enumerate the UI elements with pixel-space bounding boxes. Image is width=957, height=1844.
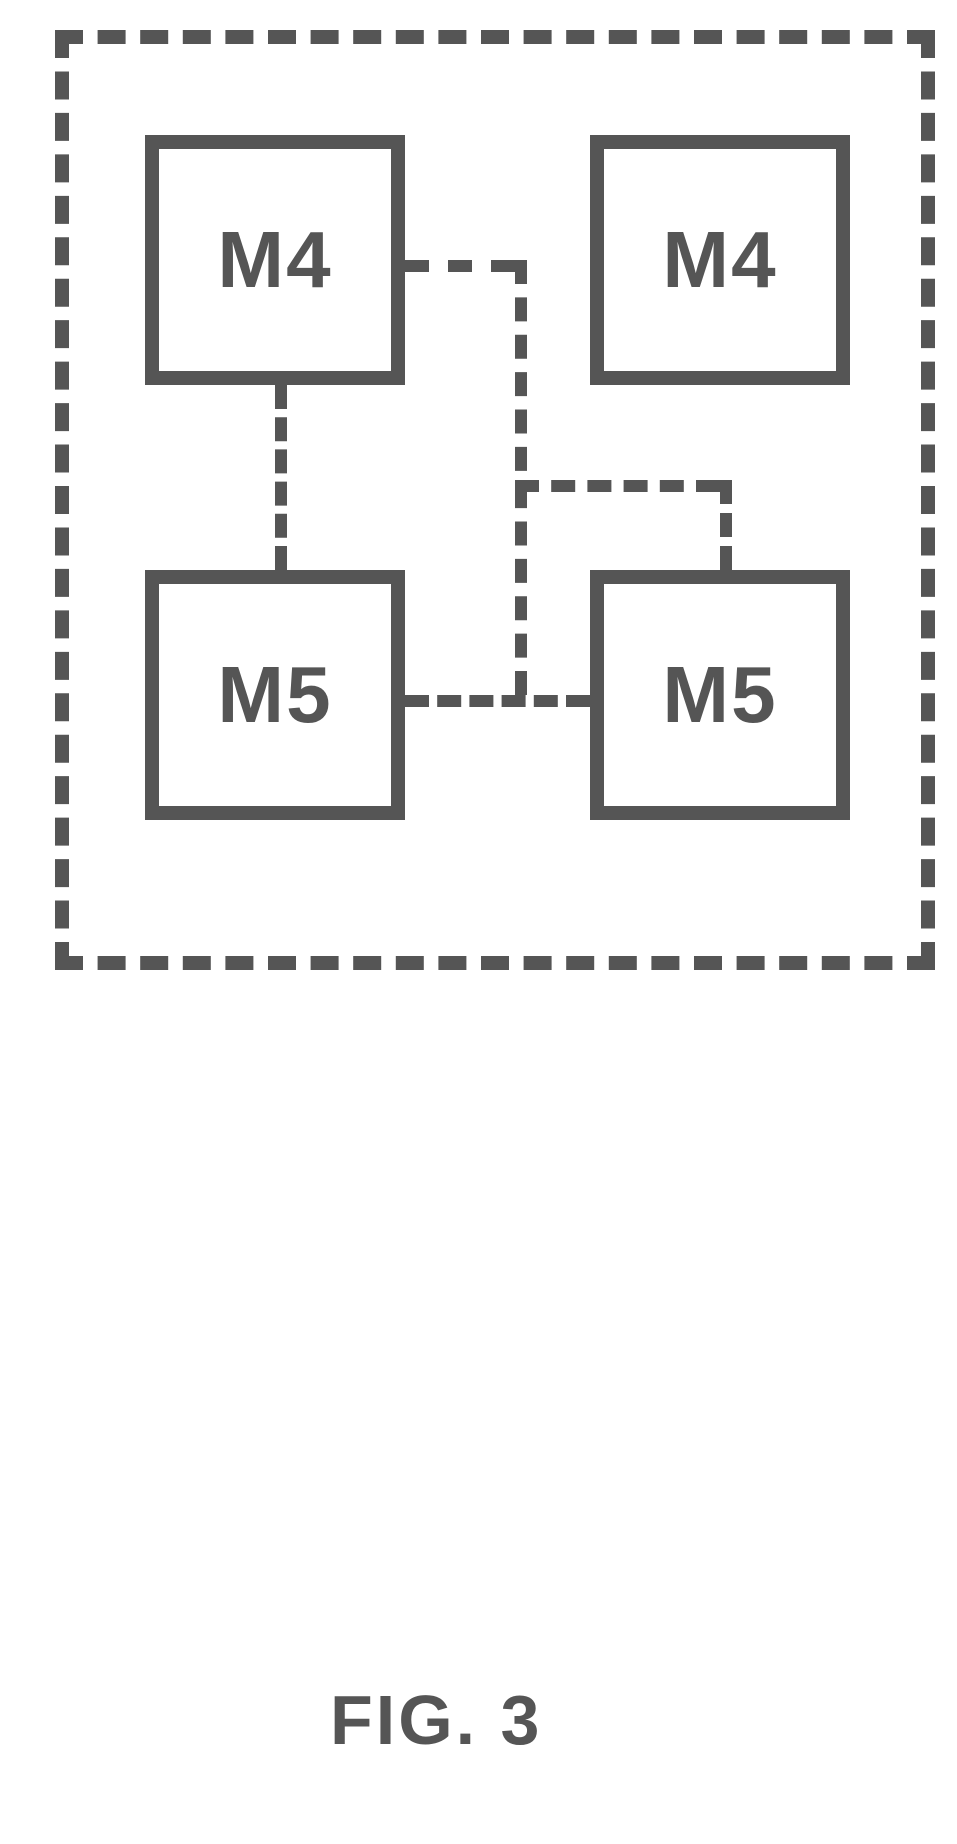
module-m4-left: M4 <box>145 135 405 385</box>
edge-right-vertical-to-m5r <box>720 480 732 570</box>
edge-center-to-right-horizontal <box>515 480 720 492</box>
module-label: M5 <box>217 649 332 741</box>
edge-m4l-to-m5l <box>275 385 287 570</box>
edge-center-vertical <box>515 260 527 695</box>
figure-caption: FIG. 3 <box>330 1680 542 1760</box>
edge-m5l-to-center <box>405 695 590 707</box>
edge-m4l-right-stub <box>405 260 515 272</box>
module-m4-right: M4 <box>590 135 850 385</box>
module-label: M5 <box>662 649 777 741</box>
module-m5-right: M5 <box>590 570 850 820</box>
caption-text: FIG. 3 <box>330 1681 542 1759</box>
module-m5-left: M5 <box>145 570 405 820</box>
module-label: M4 <box>217 214 332 306</box>
module-label: M4 <box>662 214 777 306</box>
